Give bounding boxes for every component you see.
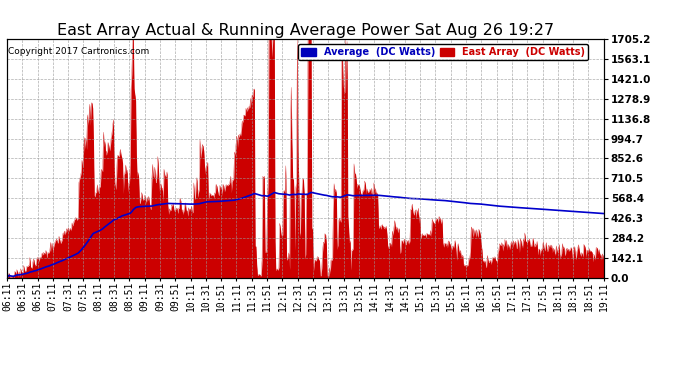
Text: Copyright 2017 Cartronics.com: Copyright 2017 Cartronics.com [8, 46, 149, 56]
Title: East Array Actual & Running Average Power Sat Aug 26 19:27: East Array Actual & Running Average Powe… [57, 23, 554, 38]
Legend: Average  (DC Watts), East Array  (DC Watts): Average (DC Watts), East Array (DC Watts… [298, 44, 588, 60]
